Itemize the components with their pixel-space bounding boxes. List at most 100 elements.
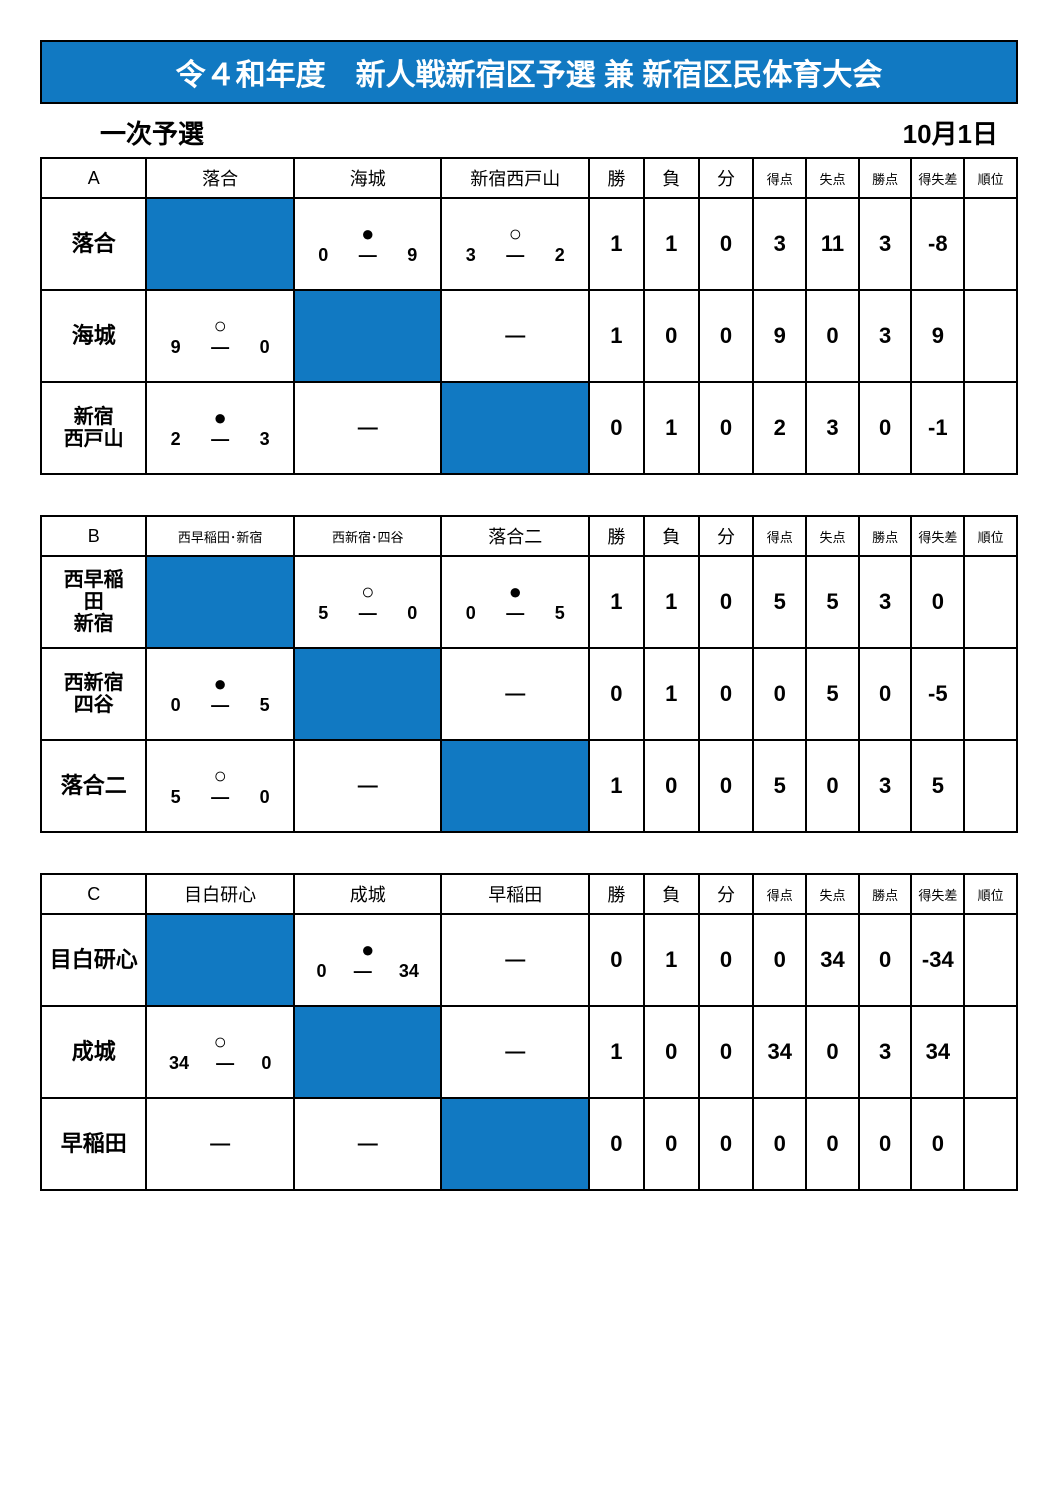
stat-gd: 0 — [911, 556, 964, 648]
stat-ga: 3 — [806, 382, 859, 474]
dash-icon: ― — [211, 337, 229, 358]
stat-gf: 9 — [753, 290, 806, 382]
col-header: 失点 — [806, 158, 859, 198]
score-line: 2 ― 3 — [147, 429, 293, 456]
stat-ga: 0 — [806, 1006, 859, 1098]
score-b: 34 — [399, 961, 419, 982]
stat-w: 0 — [589, 1098, 644, 1190]
score-line: 5―0 — [147, 787, 293, 814]
match-cell: ○34―0 — [146, 1006, 294, 1098]
subtitle-row: 一次予選 10月1日 — [40, 114, 1018, 157]
dash-icon: ― — [506, 603, 524, 624]
match-cell: ○9―0 — [146, 290, 294, 382]
stat-d: 0 — [699, 1098, 754, 1190]
stat-ga: 0 — [806, 740, 859, 832]
stat-w: 0 — [589, 914, 644, 1006]
col-header: 失点 — [806, 874, 859, 914]
col-header: 分 — [699, 874, 754, 914]
dash-icon: ― — [211, 787, 229, 808]
col-header: 目白研心 — [146, 874, 294, 914]
score-a: 34 — [169, 1053, 189, 1074]
table-row: 目白研心●0―34―0100340-34 — [41, 914, 1017, 1006]
stat-pts: 0 — [859, 914, 912, 1006]
score-a: 5 — [318, 603, 328, 624]
stat-gd: 9 — [911, 290, 964, 382]
win-mark-icon: ○ — [147, 765, 293, 787]
match-cell: ○5―0 — [146, 740, 294, 832]
stat-w: 1 — [589, 290, 644, 382]
match-cell-pending: ― — [441, 1006, 589, 1098]
col-header: 得失差 — [911, 516, 964, 556]
stat-rank — [964, 382, 1017, 474]
col-header: 得点 — [753, 158, 806, 198]
score-a: 9 — [171, 337, 181, 358]
dash-icon: ― — [211, 695, 229, 716]
col-header: 得点 — [753, 516, 806, 556]
stat-gd: 34 — [911, 1006, 964, 1098]
team-name-cell: 落合二 — [41, 740, 146, 832]
stat-l: 1 — [644, 556, 699, 648]
stat-l: 1 — [644, 914, 699, 1006]
stat-l: 0 — [644, 1098, 699, 1190]
col-header: 勝 — [589, 874, 644, 914]
match-cell: ○5―0 — [294, 556, 442, 648]
score-line: 0―5 — [442, 603, 588, 630]
col-header: 得点 — [753, 874, 806, 914]
score-b: 0 — [261, 1053, 271, 1074]
stat-l: 1 — [644, 382, 699, 474]
loss-mark-icon: ● — [147, 673, 293, 695]
stat-pts: 0 — [859, 382, 912, 474]
diagonal-cell — [441, 740, 589, 832]
stat-d: 0 — [699, 914, 754, 1006]
score-b: 0 — [260, 787, 270, 808]
stat-rank — [964, 648, 1017, 740]
score-b: 3 — [260, 429, 270, 450]
match-cell-pending: ― — [146, 1098, 294, 1190]
dash-icon: ― — [211, 429, 229, 450]
diagonal-cell — [441, 382, 589, 474]
match-cell-pending: ― — [441, 290, 589, 382]
score-a: 2 — [171, 429, 181, 450]
tables-container: A落合海城新宿西戸山勝負分得点失点勝点得失差順位落合●0―9○3―2110311… — [40, 157, 1018, 1191]
score-line: 5―0 — [295, 603, 441, 630]
stat-pts: 3 — [859, 290, 912, 382]
stat-d: 0 — [699, 382, 754, 474]
loss-mark-icon: ● — [442, 581, 588, 603]
stat-l: 1 — [644, 198, 699, 290]
col-header: 西新宿･四谷 — [294, 516, 442, 556]
team-name-cell: 落合 — [41, 198, 146, 290]
stat-pts: 3 — [859, 198, 912, 290]
col-header: 勝 — [589, 158, 644, 198]
score-line: 0―9 — [295, 245, 441, 272]
stat-d: 0 — [699, 290, 754, 382]
stat-gd: -34 — [911, 914, 964, 1006]
score-b: 5 — [260, 695, 270, 716]
stat-ga: 0 — [806, 1098, 859, 1190]
stat-gf: 5 — [753, 740, 806, 832]
stat-gd: -1 — [911, 382, 964, 474]
stat-gf: 5 — [753, 556, 806, 648]
match-cell-pending: ― — [294, 1098, 442, 1190]
diagonal-cell — [294, 648, 442, 740]
stat-pts: 3 — [859, 740, 912, 832]
diagonal-cell — [146, 914, 294, 1006]
table-row: 落合二○5―0―1005035 — [41, 740, 1017, 832]
diagonal-cell — [146, 198, 294, 290]
stat-gd: 5 — [911, 740, 964, 832]
stat-gf: 3 — [753, 198, 806, 290]
dash-icon: ― — [359, 603, 377, 624]
team-name-cell: 海城 — [41, 290, 146, 382]
diagonal-cell — [294, 1006, 442, 1098]
stat-w: 1 — [589, 556, 644, 648]
stat-ga: 34 — [806, 914, 859, 1006]
col-header: 西早稲田･新宿 — [146, 516, 294, 556]
table-row: 早稲田――0000000 — [41, 1098, 1017, 1190]
match-cell: ○3―2 — [441, 198, 589, 290]
score-a: 3 — [466, 245, 476, 266]
stat-gf: 34 — [753, 1006, 806, 1098]
col-header: 分 — [699, 158, 754, 198]
match-cell-pending: ― — [294, 382, 442, 474]
col-header: 得失差 — [911, 874, 964, 914]
match-cell: ●0―34 — [294, 914, 442, 1006]
score-b: 5 — [555, 603, 565, 624]
